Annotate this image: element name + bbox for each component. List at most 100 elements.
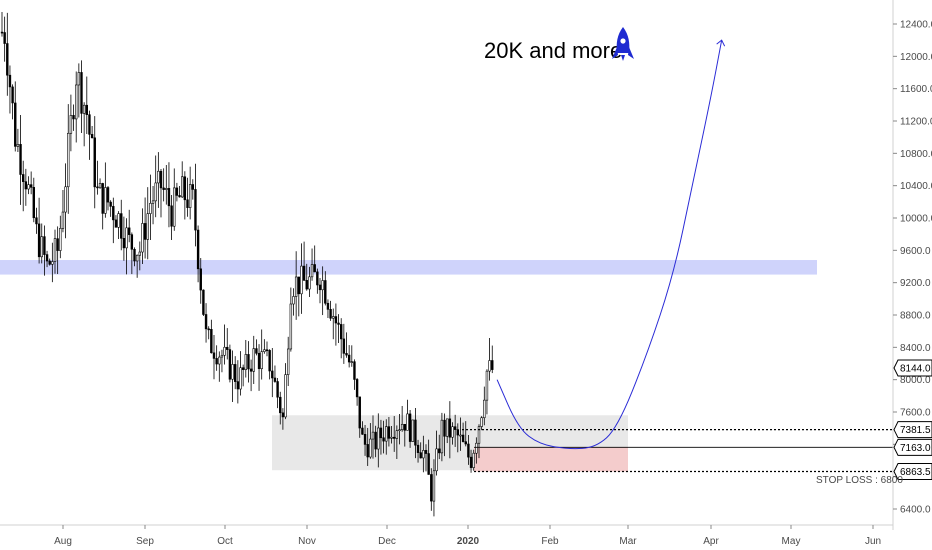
candle-body	[165, 188, 168, 190]
candles-layer	[0, 12, 494, 517]
candle-body	[212, 352, 216, 359]
candle-body	[77, 72, 81, 86]
candle-body	[188, 184, 192, 208]
x-tick-label: 2020	[457, 536, 480, 547]
candle-body	[88, 114, 91, 135]
candle-body	[167, 188, 171, 207]
candle-body	[456, 429, 459, 436]
candle-body	[488, 360, 491, 372]
candle-body	[125, 227, 128, 249]
candle-body	[109, 201, 112, 207]
candle-body	[170, 205, 173, 227]
candle-body	[374, 431, 377, 450]
candle-body	[400, 423, 404, 431]
candle-body	[453, 426, 457, 430]
candle-body	[236, 381, 240, 390]
candle-body	[467, 443, 470, 458]
candle-body	[427, 453, 430, 475]
candle-body	[215, 358, 218, 365]
candle-body	[369, 438, 372, 458]
candle-body	[141, 223, 144, 253]
x-tick-label: Jun	[865, 536, 881, 547]
candle-body	[337, 322, 340, 325]
candle-body	[202, 289, 205, 315]
candle-body	[313, 264, 316, 273]
y-tick-label: 10800.0	[900, 149, 932, 160]
time-axis[interactable]: Aug Sep Oct Nov Dec 2020 Feb Mar Apr May Jun	[0, 524, 893, 547]
candle-body	[424, 450, 428, 454]
candle-body	[29, 184, 33, 188]
y-tick-label: 12400.0	[900, 20, 932, 31]
candle-body	[183, 176, 187, 201]
candle-body	[411, 419, 414, 442]
candle-body	[366, 444, 369, 458]
x-tick-label: Oct	[217, 536, 233, 547]
candle-body	[173, 187, 176, 227]
candle-body	[300, 265, 303, 295]
candle-body	[8, 74, 12, 88]
candle-body	[461, 434, 465, 442]
y-tick-label: 10400.0	[900, 181, 932, 192]
candle-body	[175, 187, 179, 196]
y-tick-label: 9600.0	[900, 246, 931, 257]
candle-body	[430, 474, 433, 502]
candle-body	[279, 396, 282, 414]
candle-body	[75, 84, 78, 120]
candle-body	[284, 374, 287, 418]
candle-body	[45, 254, 49, 262]
candle-body	[268, 350, 271, 372]
candle-body	[104, 187, 107, 214]
candle-body	[292, 296, 295, 305]
candle-body	[0, 31, 4, 34]
candle-body	[271, 370, 274, 379]
y-tick-label: 8800.0	[900, 311, 931, 322]
candle-body	[247, 354, 250, 370]
candle-body	[204, 314, 208, 330]
candle-body	[85, 104, 89, 115]
candle-body	[289, 303, 293, 350]
price-tags: 8144.0 7381.5 7163.0 6863.5	[893, 359, 932, 481]
candle-body	[64, 186, 67, 213]
candle-body	[485, 370, 489, 401]
price-tag-label: 8144.0	[900, 364, 931, 375]
candle-body	[286, 348, 290, 375]
candle-body	[355, 379, 359, 398]
candle-body	[379, 427, 383, 439]
candle-body	[377, 427, 380, 450]
candle-body	[464, 441, 467, 445]
candle-body	[244, 354, 247, 370]
y-tick-label: 11200.0	[900, 117, 932, 128]
price-tag: 6863.5	[893, 463, 932, 481]
candle-body	[324, 280, 327, 304]
candle-body	[406, 413, 409, 431]
candle-body	[332, 316, 335, 319]
candle-body	[448, 418, 452, 438]
candle-body	[459, 434, 462, 437]
candle-body	[477, 426, 481, 444]
x-tick-label: Mar	[619, 536, 637, 547]
candle-body	[130, 234, 134, 250]
candle-body	[154, 182, 157, 202]
candle-body	[220, 354, 224, 358]
candle-body	[6, 43, 9, 76]
candle-body	[435, 448, 438, 472]
candle-body	[302, 265, 306, 281]
candle-body	[133, 248, 136, 262]
candle-body	[339, 324, 343, 340]
x-tick-label: Feb	[541, 536, 559, 547]
candle-body	[385, 426, 388, 442]
candle-body	[255, 348, 258, 354]
candle-body	[21, 174, 25, 182]
candle-body	[353, 361, 356, 380]
candle-body	[469, 456, 473, 468]
candle-body	[194, 189, 197, 231]
candle-body	[218, 356, 221, 365]
candle-body	[231, 364, 234, 380]
candle-body	[69, 115, 73, 134]
candle-body	[281, 412, 285, 418]
candle-body	[239, 367, 242, 390]
candle-body	[416, 444, 420, 453]
candle-body	[72, 115, 75, 120]
candle-body	[128, 227, 131, 235]
